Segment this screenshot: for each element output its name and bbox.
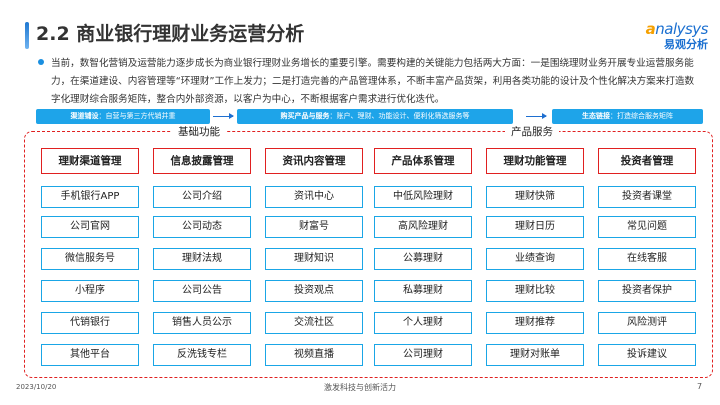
arrow-right-icon (213, 113, 234, 119)
function-item: 反洗钱专栏 (153, 344, 251, 366)
function-item: 微信服务号 (41, 248, 139, 270)
function-item: 理财对账单 (486, 344, 584, 366)
function-item: 投资观点 (265, 280, 363, 302)
function-item: 理财日历 (486, 216, 584, 238)
title-accent-bar (25, 22, 29, 49)
banner-channel: 渠道铺设：自营与第三方代销并重 (36, 109, 210, 124)
function-item: 理财比较 (486, 280, 584, 302)
function-item: 个人理财 (374, 312, 472, 334)
function-item: 中低风险理财 (374, 186, 472, 208)
analysys-logo: analysys 易观分析 (645, 20, 709, 51)
function-item: 其他平台 (41, 344, 139, 366)
function-item: 资讯中心 (265, 186, 363, 208)
function-item: 风险测评 (598, 312, 696, 334)
function-item: 私募理财 (374, 280, 472, 302)
function-item: 代销银行 (41, 312, 139, 334)
function-item: 公司公告 (153, 280, 251, 302)
function-item: 公司理财 (374, 344, 472, 366)
function-item: 视频直播 (265, 344, 363, 366)
function-item: 理财法规 (153, 248, 251, 270)
function-item: 理财知识 (265, 248, 363, 270)
function-item: 公司官网 (41, 216, 139, 238)
footer-slogan: 激发科技与创新活力 (324, 383, 396, 392)
function-item: 财富号 (265, 216, 363, 238)
function-item: 公司动态 (153, 216, 251, 238)
function-item: 手机银行APP (41, 186, 139, 208)
function-item: 常见问题 (598, 216, 696, 238)
banner-products: 购买产品与服务：账户、理财、功能设计、便利化筛选服务等 (237, 109, 513, 124)
function-item: 高风险理财 (374, 216, 472, 238)
function-item: 在线客服 (598, 248, 696, 270)
function-item: 理财推荐 (486, 312, 584, 334)
page-title: 2.2 商业银行理财业务运营分析 (36, 23, 305, 45)
function-item: 小程序 (41, 280, 139, 302)
column-header: 信息披露管理 (153, 148, 251, 174)
banner-ecosystem: 生态链接：打造综合服务矩阵 (552, 109, 703, 124)
function-item: 公募理财 (374, 248, 472, 270)
function-item: 公司介绍 (153, 186, 251, 208)
column-header: 投资者管理 (598, 148, 696, 174)
bullet-icon (38, 59, 44, 65)
function-item: 销售人员公示 (153, 312, 251, 334)
section-label-product: 产品服务 (505, 124, 559, 139)
function-item: 理财快筛 (486, 186, 584, 208)
function-item: 投资者保护 (598, 280, 696, 302)
section-label-basic: 基础功能 (172, 124, 226, 139)
services-frame (24, 131, 713, 378)
arrow-right-icon (526, 113, 547, 119)
column-header: 理财渠道管理 (41, 148, 139, 174)
intro-paragraph: 当前，数智化营销及运营能力逐步成长为商业银行理财业务增长的重要引擎。需要构建的关… (51, 58, 695, 105)
footer-date: 2023/10/20 (16, 383, 57, 391)
function-item: 业绩查询 (486, 248, 584, 270)
function-item: 投诉建议 (598, 344, 696, 366)
column-header: 理财功能管理 (486, 148, 584, 174)
column-header: 产品体系管理 (374, 148, 472, 174)
function-item: 投资者课堂 (598, 186, 696, 208)
function-item: 交流社区 (265, 312, 363, 334)
column-header: 资讯内容管理 (265, 148, 363, 174)
page-number: 7 (697, 382, 703, 391)
